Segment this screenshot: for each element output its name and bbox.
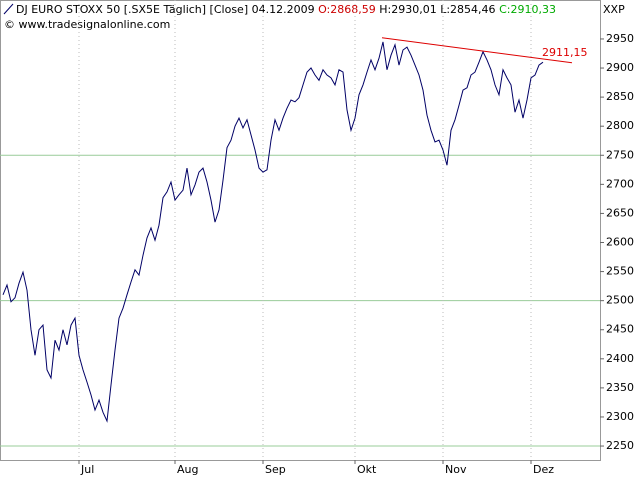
x-tick-label: Okt <box>357 463 377 476</box>
x-tick-label: Jul <box>80 463 94 476</box>
y-tick-label: 2350 <box>606 381 634 394</box>
y-tick-label: 2600 <box>606 236 634 249</box>
y-tick-label: 2750 <box>606 148 634 161</box>
open: O:2868,59 <box>318 3 376 16</box>
y-tick-label: 2500 <box>606 294 634 307</box>
x-tick-label: Sep <box>265 463 286 476</box>
y-tick-label: 2950 <box>606 32 634 45</box>
y-tick-label: 2800 <box>606 119 634 132</box>
y-tick-label: 2400 <box>606 352 634 365</box>
y-tick-label: 2250 <box>606 439 634 452</box>
y-tick-label: 2550 <box>606 265 634 278</box>
y-tick-label: 2900 <box>606 61 634 74</box>
trendline-label: 2911,15 <box>542 46 588 59</box>
plot-border <box>0 0 601 461</box>
header: DJ EURO STOXX 50 [.SX5E Täglich] [Close]… <box>16 3 556 16</box>
x-tick-label: Nov <box>445 463 467 476</box>
trendline <box>381 37 573 64</box>
instrument: DJ EURO STOXX 50 [.SX5E Täglich] [Close] <box>16 3 248 16</box>
x-tick-label: Aug <box>177 463 198 476</box>
y-tick-label: 2450 <box>606 323 634 336</box>
axis-label: XXP <box>603 3 625 16</box>
price-line <box>2 41 544 423</box>
copyright: © www.tradesignalonline.com <box>4 18 170 31</box>
high-low: H:2930,01 L:2854,46 <box>379 3 495 16</box>
y-tick-label: 2300 <box>606 410 634 423</box>
x-tick-label: Dez <box>533 463 554 476</box>
y-tick-label: 2700 <box>606 177 634 190</box>
line-icon <box>3 3 14 15</box>
date: 04.12.2009 <box>252 3 315 16</box>
y-tick-label: 2650 <box>606 206 634 219</box>
close: C:2910,33 <box>499 3 556 16</box>
y-tick-label: 2850 <box>606 90 634 103</box>
